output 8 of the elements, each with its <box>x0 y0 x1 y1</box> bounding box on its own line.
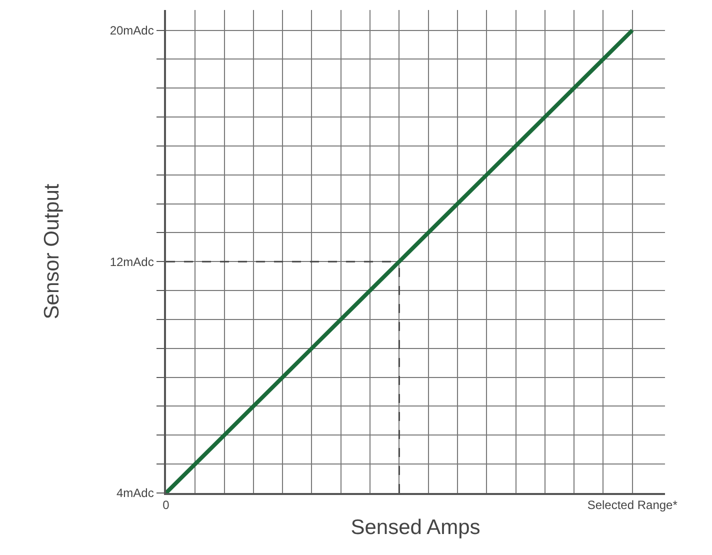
x-axis-title: Sensed Amps <box>350 516 480 539</box>
y-tick-label: 12mAdc <box>110 254 154 269</box>
y-tick-label: 20mAdc <box>110 23 154 38</box>
y-axis-title: Sensor Output <box>40 184 64 320</box>
line-series <box>166 28 634 493</box>
y-tick-label: 4mAdc <box>116 486 154 500</box>
x-tick-label: Selected Range* <box>587 498 678 512</box>
x-tick-label: 0 <box>162 498 170 512</box>
